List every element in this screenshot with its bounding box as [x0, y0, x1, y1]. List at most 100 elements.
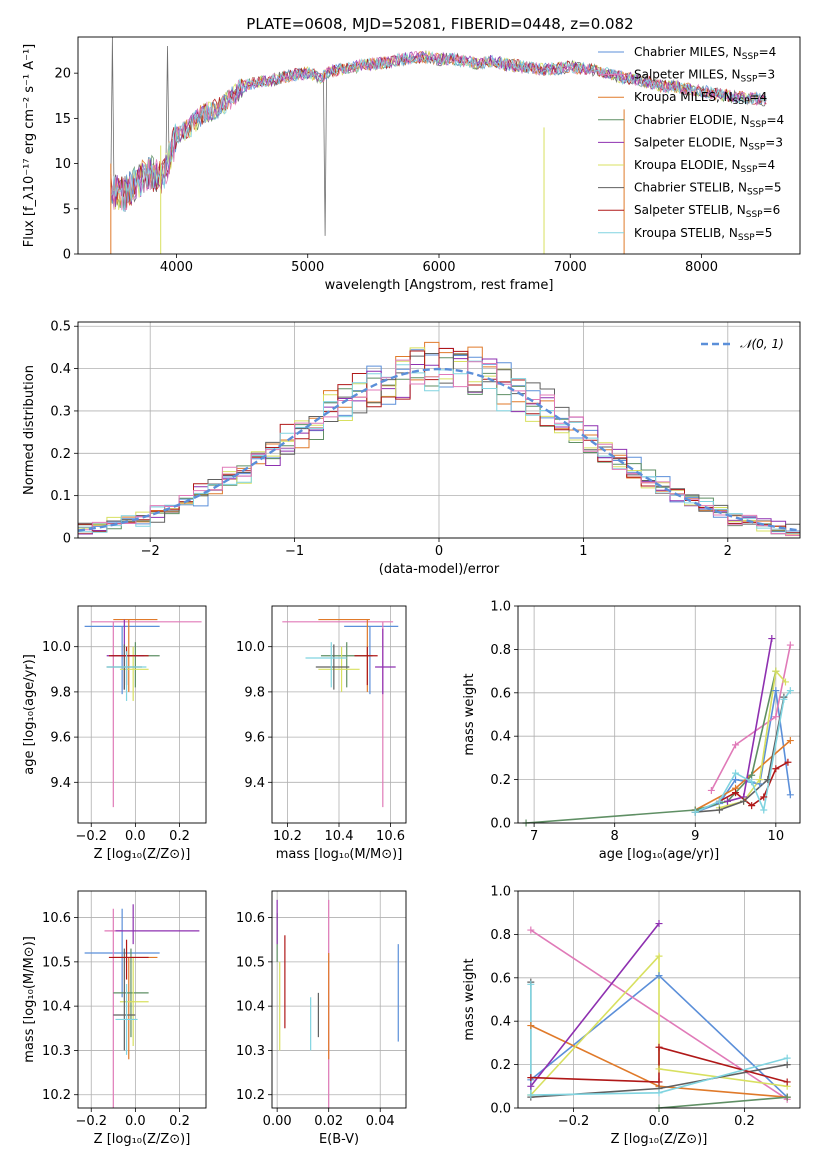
series-marker-red: [748, 802, 756, 810]
series-marker-gray: [764, 776, 772, 784]
mass-vs-ebv-plot-area: [276, 899, 399, 1108]
spectrum-legend: Chabrier MILES, NSSP=4 Salpeter MILES, NS…: [598, 45, 784, 243]
mass-vs-ebv-panel: 0.00 0.02 0.04 10.2 10.3 10.4 10.5 10.6 E(B-V): [236, 890, 407, 1147]
y-tick-label: 0: [63, 248, 71, 263]
y-tick-label: 10.3: [42, 1044, 71, 1059]
series-marker-pink: [732, 741, 740, 749]
y-tick-label: 10.4: [42, 1000, 71, 1015]
series-marker-cyan: [715, 797, 723, 805]
residuals-plot-area: [78, 341, 800, 538]
age-vs-Z-plot-area: [84, 618, 202, 808]
series-marker-red: [655, 1078, 663, 1086]
series-marker-cyan: [655, 1089, 663, 1097]
series-marker-red: [760, 793, 768, 801]
y-tick-label: 9.8: [244, 685, 265, 700]
x-tick-label: 0: [435, 544, 443, 559]
series-line-yellow: [530, 954, 788, 1096]
y-tick-label: 0.0: [490, 1102, 511, 1117]
axes-frame: [271, 890, 407, 1109]
axes-frame: [77, 605, 207, 824]
x-tick-label: −2: [141, 544, 160, 559]
series-line-green: [658, 1096, 788, 1108]
series-marker-green: [748, 771, 756, 779]
x-tick-label: 0.0: [649, 1114, 670, 1129]
x-axis-label: (data-model)/error: [379, 562, 500, 577]
x-tick-label: −0.2: [75, 829, 107, 844]
y-tick-label: 10.3: [236, 1044, 265, 1059]
axes-frame: [271, 605, 407, 824]
y-tick-label: 20: [54, 67, 71, 82]
y-tick-label: 0.2: [50, 447, 71, 462]
x-tick-label: −0.2: [75, 1114, 107, 1129]
x-axis-label: Z [log₁₀(Z/Z⊙)]: [611, 1132, 708, 1147]
y-tick-label: 0.8: [490, 643, 511, 658]
y-tick-label: 9.8: [50, 685, 71, 700]
series-marker-cyan: [760, 806, 768, 814]
y-tick-label: 1.0: [490, 600, 511, 615]
y-tick-label: 10.6: [236, 911, 265, 926]
series-marker-yellow: [655, 952, 663, 960]
y-tick-label: 0.5: [50, 320, 71, 335]
x-tick-label: 0.02: [314, 1114, 343, 1129]
x-tick-label: 7000: [554, 260, 587, 275]
legend-label: Chabrier ELODIE, NSSP=4: [634, 113, 784, 130]
x-tick-label: −1: [285, 544, 304, 559]
y-axis-label: Flux [f_λ10⁻¹⁷ erg cm⁻² s⁻¹ A⁻¹]: [22, 44, 37, 248]
y-tick-label: 9.6: [244, 731, 265, 746]
series-marker-red: [655, 1043, 663, 1051]
weight-vs-age-panel: 7 8 9 10 0.0 0.2 0.4 0.6 0.8 1.0 age [log₁₀(age/yr…: [462, 600, 801, 862]
legend-label: Chabrier MILES, NSSP=4: [634, 45, 776, 62]
x-axis-label: age [log₁₀(age/yr)]: [599, 847, 720, 862]
series-marker-purple: [655, 920, 663, 928]
legend-label: Salpeter ELODIE, NSSP=3: [634, 135, 783, 152]
legend-label-normal: 𝒩(0, 1): [740, 337, 784, 351]
y-tick-label: 0: [63, 532, 71, 547]
x-tick-label: 0.0: [125, 829, 146, 844]
series-marker-red: [732, 789, 740, 797]
series-marker-pink: [527, 926, 535, 934]
series-marker-red: [772, 765, 780, 773]
series-marker-blue: [732, 776, 740, 784]
series-marker-green: [783, 1093, 791, 1101]
y-tick-label: 0.6: [490, 971, 511, 986]
y-tick-label: 0.4: [490, 1015, 511, 1030]
y-tick-label: 10.4: [236, 1000, 265, 1015]
y-tick-label: 10.2: [42, 1088, 71, 1103]
series-marker-cyan: [691, 808, 699, 816]
series-marker-blue: [655, 972, 663, 980]
series-marker-cyan: [783, 1054, 791, 1062]
legend-label: Kroupa ELODIE, NSSP=4: [634, 158, 775, 175]
mass-vs-Z-panel: −0.2 0.0 0.2 10.2 10.3 10.4 10.5 10.6 Z [log₁₀(Z…: [22, 890, 207, 1147]
series-marker-purple: [527, 1082, 535, 1090]
series-marker-blue: [786, 791, 794, 799]
spectrum-plot-area: [110, 37, 767, 254]
x-tick-label: 0.2: [169, 829, 190, 844]
spectrum-line-cyan: [110, 51, 767, 212]
x-axis-label: wavelength [Angstrom, rest frame]: [325, 278, 554, 293]
series-marker-yellow: [655, 1065, 663, 1073]
series-line-green: [526, 670, 777, 823]
series-marker-yellow: [781, 678, 789, 686]
series-marker-gray: [715, 806, 723, 814]
y-axis-label: age [log₁₀(age/yr)]: [22, 654, 37, 775]
x-tick-label: 8000: [685, 260, 718, 275]
x-tick-label: 7: [530, 829, 538, 844]
spectrum-panel: 4000 5000 6000 7000 8000 0 5 10 15 20 wavelength […: [22, 36, 801, 293]
legend-label: Salpeter MILES, NSSP=3: [634, 68, 775, 85]
y-tick-label: 0.4: [50, 362, 71, 377]
x-axis-label: Z [log₁₀(Z/Z⊙)]: [94, 847, 191, 862]
series-marker-orange: [786, 737, 794, 745]
y-tick-label: 10: [54, 157, 71, 172]
axes-frame: [517, 605, 801, 824]
age-vs-mass-plot-area: [282, 618, 399, 808]
y-tick-label: 10.0: [42, 640, 71, 655]
x-tick-label: 0.00: [263, 1114, 292, 1129]
y-tick-label: 15: [54, 112, 71, 127]
series-line-purple: [530, 923, 660, 1087]
x-tick-label: 10: [768, 829, 785, 844]
age-vs-Z-panel: −0.2 0.0 0.2 9.4 9.6 9.8 10.0 Z [log₁₀(Z/Z⊙)] ag…: [22, 605, 207, 862]
legend-label: Kroupa STELIB, NSSP=5: [634, 226, 772, 243]
series-marker-red: [784, 758, 792, 766]
legend-label: Chabrier STELIB, NSSP=5: [634, 181, 782, 198]
y-axis-label: mass weight: [462, 958, 477, 1040]
